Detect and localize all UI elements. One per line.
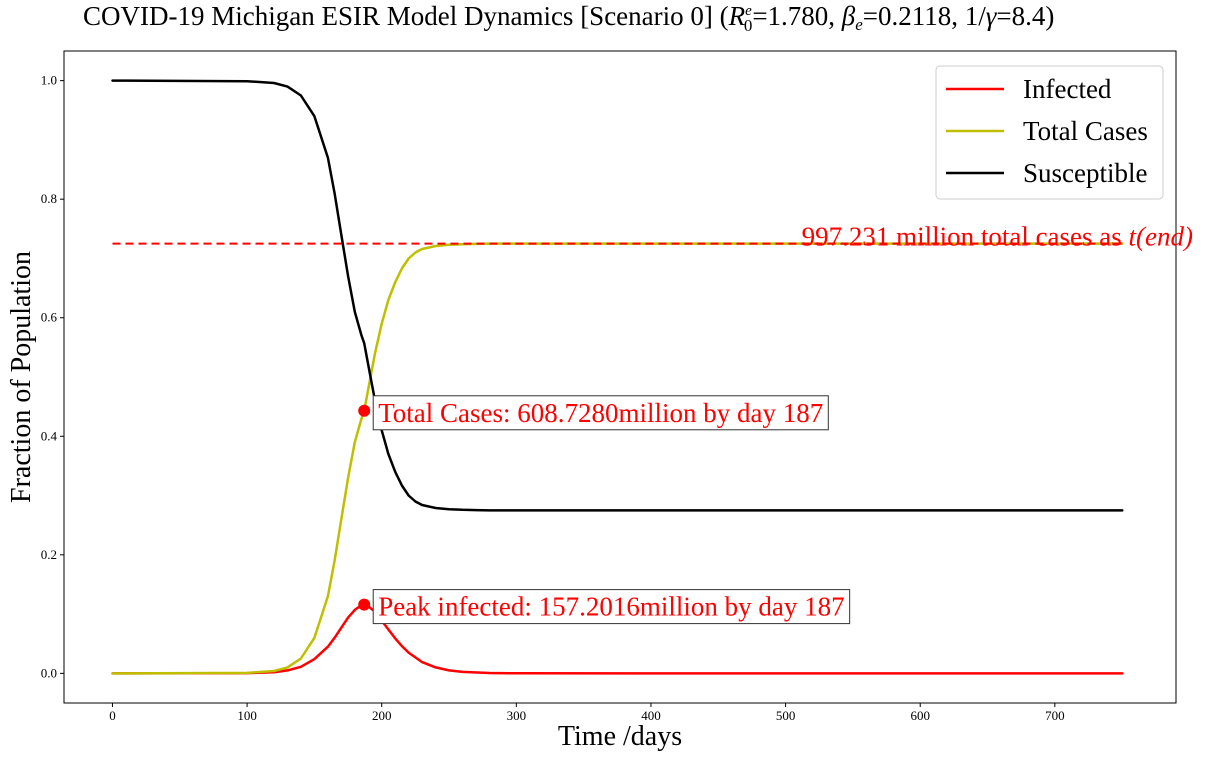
x-tick-label: 400 [641,708,661,723]
x-tick-label: 700 [1045,708,1065,723]
y-tick-label: 0.4 [41,428,58,443]
legend-label-total-cases: Total Cases [1023,116,1148,146]
legend-box [935,65,1164,200]
chart-title: COVID-19 Michigan ESIR Model Dynamics [S… [83,1,1054,35]
axis-ticks: 0 100 200 300 400 500 600 700 0.0 0.2 0.4 0.6 0.8 1.0 [41,73,1065,723]
reference-line-label-prefix: 997.231 million total cases as [802,222,1129,252]
y-tick-label: 0.6 [41,310,58,325]
x-axis-label: Time /days [558,721,682,752]
peak-infected-annotation-box [372,589,851,625]
peak-infected-annotation-marker [358,598,371,611]
y-tick-label: 1.0 [41,73,57,88]
x-tick-label: 600 [910,708,930,723]
x-tick-label: 300 [507,708,527,723]
total-cases-annotation-box [372,395,829,431]
reference-line-label: 997.231 million total cases as t(end) [802,222,1193,252]
x-tick-label: 200 [372,708,392,723]
x-tick-label: 500 [776,708,796,723]
total-cases-annotation-text: Total Cases: 608.7280million by day 187 [378,398,823,428]
legend: Infected Total Cases Susceptible [935,65,1164,200]
legend-label-infected: Infected [1023,74,1112,104]
legend-label-susceptible: Susceptible [1023,158,1147,188]
y-tick-label: 0.2 [41,547,57,562]
peak-infected-annotation-text: Peak infected: 157.2016million by day 18… [378,592,844,622]
x-tick-label: 0 [109,708,116,723]
annotations-group: Total Cases: 608.7280million by day 187 P… [358,395,851,625]
plot-area-frame [63,50,1177,704]
reference-line-group: 997.231 million total cases as t(end) [112,222,1193,252]
y-tick-label: 0.8 [41,191,57,206]
x-tick-label: 100 [237,708,257,723]
y-tick-label: 0.0 [41,665,57,680]
total-cases-annotation-marker [358,404,371,417]
y-axis-label: Fraction of Population [6,251,37,503]
reference-line-label-math: t(end) [1129,222,1193,252]
